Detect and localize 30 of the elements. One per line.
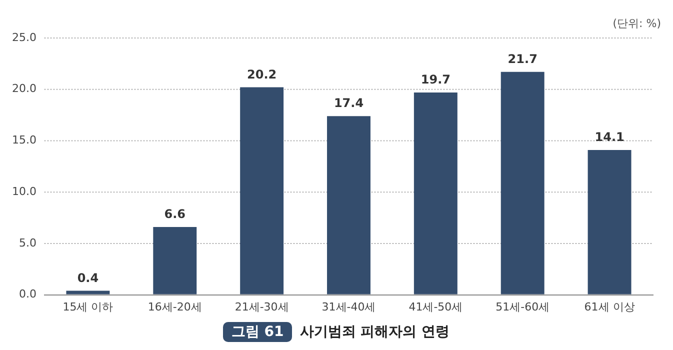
x-tick-label: 41세-50세 — [408, 300, 463, 314]
x-tick-label: 61세 이상 — [584, 300, 635, 314]
data-label: 0.4 — [77, 270, 99, 285]
data-label: 6.6 — [164, 207, 186, 222]
x-tick-label: 15세 이하 — [62, 300, 114, 314]
data-label: 21.7 — [508, 52, 538, 66]
y-tick-label: 20.0 — [12, 82, 36, 96]
x-tick-label: 51세-60세 — [496, 300, 550, 314]
bar — [588, 150, 632, 294]
x-tick-label: 21세-30세 — [234, 300, 289, 314]
bar — [240, 87, 284, 294]
data-label: 17.4 — [334, 96, 364, 110]
bar — [153, 227, 197, 294]
text: 사기범죄 피해자의 연령 — [300, 324, 450, 340]
x-tick-label: 16세-20세 — [148, 300, 202, 314]
bar — [327, 116, 370, 294]
bar — [414, 92, 458, 294]
bar — [66, 290, 110, 294]
y-tick-label: 5.0 — [18, 236, 36, 250]
y-tick-label: 10.0 — [12, 184, 36, 198]
data-label: 14.1 — [594, 130, 624, 144]
x-tick-label: 31세-40세 — [322, 300, 376, 314]
y-tick-label: 0.0 — [18, 288, 36, 301]
bar — [500, 72, 544, 294]
caption: 그림 61 — [223, 322, 292, 342]
data-label: 19.7 — [420, 72, 450, 87]
text: (단위: %) — [612, 16, 661, 31]
y-tick-label: 25.0 — [12, 30, 36, 44]
data-label: 20.2 — [247, 67, 277, 82]
y-tick-label: 15.0 — [12, 134, 36, 147]
